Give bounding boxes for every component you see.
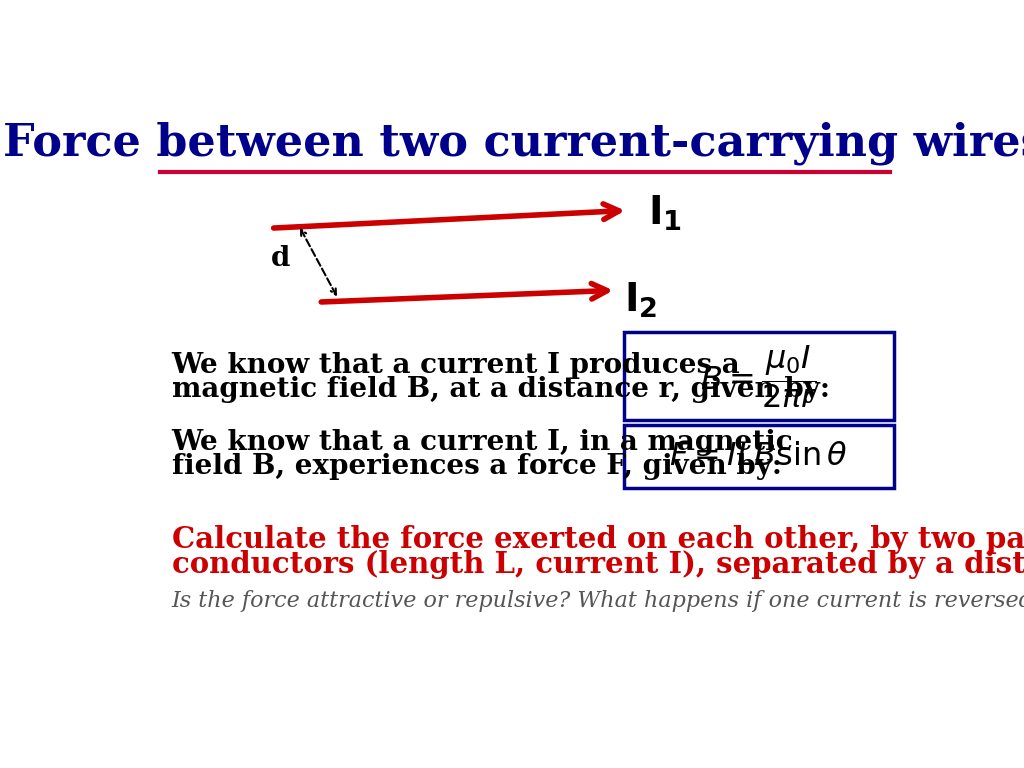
Text: We know that a current I produces a: We know that a current I produces a (172, 353, 740, 379)
Text: $\mathbf{I_1}$: $\mathbf{I_1}$ (648, 194, 682, 233)
Text: magnetic field B, at a distance r, given by:: magnetic field B, at a distance r, given… (172, 376, 829, 403)
Text: Calculate the force exerted on each other, by two parallel: Calculate the force exerted on each othe… (172, 525, 1024, 554)
Text: $B = \dfrac{\mu_0 I}{2\pi r}$: $B = \dfrac{\mu_0 I}{2\pi r}$ (700, 343, 818, 409)
FancyBboxPatch shape (624, 425, 894, 488)
Text: $F = ILB\sin\theta$: $F = ILB\sin\theta$ (670, 441, 848, 472)
Text: Force between two current-carrying wires: Force between two current-carrying wires (3, 121, 1024, 165)
Text: field B, experiences a force F, given by:: field B, experiences a force F, given by… (172, 453, 781, 480)
Text: Is the force attractive or repulsive? What happens if one current is reversed?: Is the force attractive or repulsive? Wh… (172, 590, 1024, 612)
FancyBboxPatch shape (624, 332, 894, 420)
Text: We know that a current I, in a magnetic: We know that a current I, in a magnetic (172, 429, 794, 456)
Text: conductors (length L, current I), separated by a distance d.: conductors (length L, current I), separa… (172, 551, 1024, 580)
Text: d: d (271, 246, 291, 273)
Text: $\mathbf{I_2}$: $\mathbf{I_2}$ (624, 280, 657, 320)
